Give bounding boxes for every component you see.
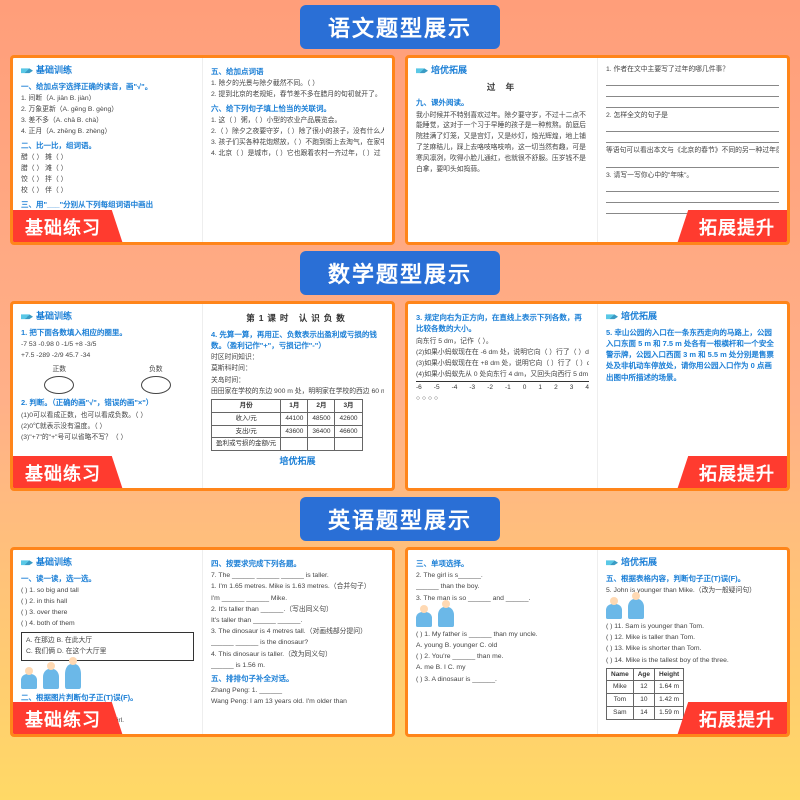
right-tag: 拓展提升 — [677, 210, 789, 244]
left-tag: 基础练习 — [11, 702, 123, 736]
page-card: 3. 规定向右为正方向，在直线上表示下列各数，再比较各数的大小。向东行 5 dm… — [405, 301, 790, 491]
page-card: 基础训练一、读一读，选一选。( ) 1. so big and tall( ) … — [10, 547, 395, 737]
left-tag: 基础练习 — [11, 210, 123, 244]
page-card: 三、单项选择。2. The girl is s______.______ tha… — [405, 547, 790, 737]
section-banner: 英语题型展示 — [300, 497, 500, 541]
page-card: 基础训练1. 把下面各数填入相应的圈里。-7 53 -0.98 0 -1/5 +… — [10, 301, 395, 491]
right-tag: 拓展提升 — [677, 456, 789, 490]
section-banner: 语文题型展示 — [300, 5, 500, 49]
section-banner: 数学题型展示 — [300, 251, 500, 295]
page-card: 培优拓展过 年九、课外阅读。我小时候并不特别喜欢过年。除夕要守岁，不过十二点不能… — [405, 55, 790, 245]
page-card: 基础训练一、给加点字选择正确的读音，画"√"。1. 间断（A. jiān B. … — [10, 55, 395, 245]
right-tag: 拓展提升 — [677, 702, 789, 736]
left-tag: 基础练习 — [11, 456, 123, 490]
